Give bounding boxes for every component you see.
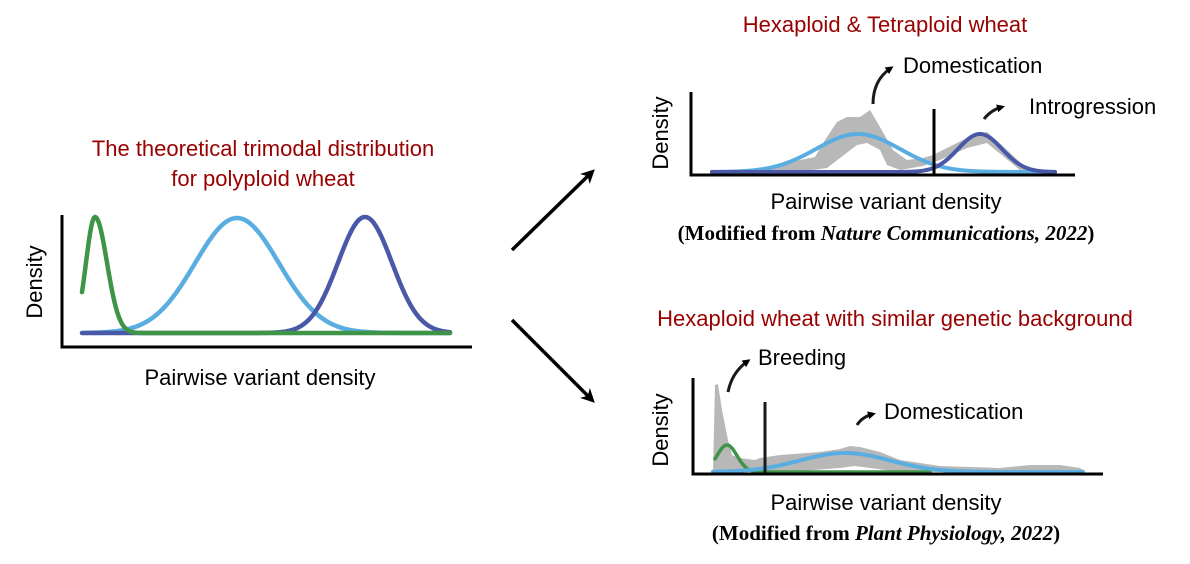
left-title-line2: for polyploid wheat	[171, 166, 354, 191]
domestication-arrow-icon	[855, 411, 876, 426]
top-ylabel: Density	[648, 96, 673, 169]
bottom-annotation-domestication: Domestication	[884, 399, 1023, 424]
citation-suffix: )	[1053, 521, 1060, 545]
bottom-panel: Hexaploid wheat with similar genetic bac…	[648, 306, 1133, 545]
left-title-line1: The theoretical trimodal distribution	[92, 136, 434, 161]
top-title: Hexaploid & Tetraploid wheat	[743, 12, 1028, 37]
arrow-to-bottom-panel	[510, 318, 595, 403]
left-panel: The theoretical trimodal distribution fo…	[22, 136, 472, 390]
top-xlabel: Pairwise variant density	[770, 189, 1001, 214]
top-citation: (Modified from Nature Communications, 20…	[678, 221, 1095, 245]
bottom-axes	[691, 378, 1103, 476]
left-xlabel: Pairwise variant density	[144, 365, 375, 390]
citation-journal: Nature Communications, 2022	[820, 221, 1088, 245]
breeding-arrow-icon	[726, 359, 751, 393]
gray-density-band	[713, 384, 1085, 472]
top-annotation-introgression: Introgression	[1029, 94, 1156, 119]
domestication-arrow-icon	[871, 66, 894, 105]
bottom-citation: (Modified from Plant Physiology, 2022)	[712, 521, 1060, 545]
bottom-xlabel: Pairwise variant density	[770, 490, 1001, 515]
citation-prefix: (Modified from	[678, 221, 821, 245]
citation-prefix: (Modified from	[712, 521, 855, 545]
light-blue-curve	[710, 131, 1057, 174]
top-annotation-domestication: Domestication	[903, 53, 1042, 78]
bottom-ylabel: Density	[648, 393, 673, 466]
bottom-title: Hexaploid wheat with similar genetic bac…	[657, 306, 1133, 331]
top-axes	[689, 92, 1075, 177]
left-axes	[60, 215, 472, 349]
introgression-arrow-icon	[982, 104, 1005, 120]
gray-density-band	[750, 110, 1033, 172]
dark-blue-curve	[710, 131, 1057, 174]
top-panel: Hexaploid & Tetraploid wheat Domesticati…	[648, 12, 1156, 245]
bottom-annotation-breeding: Breeding	[758, 345, 846, 370]
green-curve	[79, 214, 453, 336]
left-ylabel: Density	[22, 245, 47, 318]
light-blue-curve	[711, 451, 1085, 474]
citation-suffix: )	[1087, 221, 1094, 245]
citation-journal: Plant Physiology, 2022	[854, 521, 1054, 545]
arrow-to-top-panel	[510, 169, 595, 252]
dark-blue-curve	[79, 214, 453, 336]
